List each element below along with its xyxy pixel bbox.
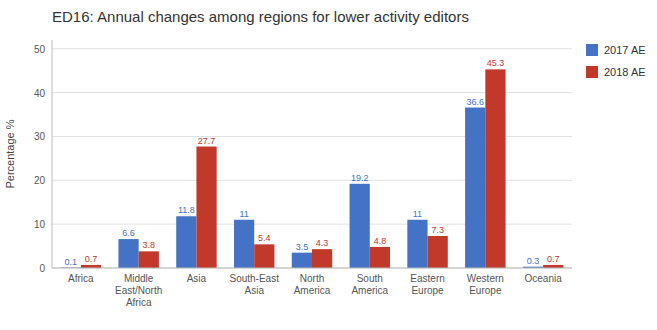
- x-tick-label-line: South-East: [229, 273, 279, 284]
- bar: [234, 220, 254, 268]
- data-label: 5.4: [258, 233, 271, 243]
- x-tick-label-line: Middle: [124, 273, 154, 284]
- data-label: 0.7: [85, 254, 98, 264]
- grid: [52, 49, 572, 268]
- x-tick-label: SouthAmerica: [351, 273, 388, 296]
- x-tick-label-line: North: [300, 273, 324, 284]
- bars: [61, 69, 564, 268]
- x-tick-label: South-EastAsia: [229, 273, 279, 296]
- data-label: 4.8: [374, 236, 387, 246]
- legend-swatch: [586, 66, 598, 78]
- data-label: 0.3: [527, 256, 540, 266]
- x-tick-label: MiddleEast/NorthAfrica: [115, 273, 162, 308]
- data-label: 0.1: [65, 257, 78, 267]
- bar: [350, 184, 370, 268]
- data-label: 45.3: [487, 58, 505, 68]
- data-labels: 0.1 6.6 11.8 11 3.5 19.2 11 36.6 0.3 0.7 3.8 27.7 5.…: [65, 58, 560, 266]
- x-tick-label: Asia: [187, 273, 207, 284]
- y-tick-label: 20: [34, 175, 46, 186]
- bar: [176, 216, 196, 268]
- legend-label: 2018 AE: [604, 66, 646, 78]
- x-tick-label-line: East/North: [115, 285, 162, 296]
- legend: 2017 AE 2018 AE: [586, 44, 646, 78]
- x-tick-label: Africa: [68, 273, 94, 284]
- chart-svg: ED16: Annual changes among regions for l…: [0, 0, 657, 330]
- bar: [312, 249, 332, 268]
- data-label: 19.2: [351, 173, 369, 183]
- x-tick-label-line: Africa: [126, 297, 152, 308]
- data-label: 6.6: [122, 228, 135, 238]
- bar: [428, 236, 448, 268]
- data-label: 3.5: [296, 242, 309, 252]
- x-tick-label: NorthAmerica: [294, 273, 331, 296]
- x-tick-label-line: Africa: [68, 273, 94, 284]
- x-tick-label-line: America: [351, 285, 388, 296]
- x-tick-label: EasternEurope: [410, 273, 444, 296]
- y-tick-label: 50: [34, 44, 46, 55]
- y-tick-label: 30: [34, 131, 46, 142]
- x-tick-label-line: Europe: [469, 285, 502, 296]
- y-tick-label: 40: [34, 88, 46, 99]
- data-label: 0.7: [547, 254, 560, 264]
- bar: [465, 108, 485, 268]
- x-tick-label-line: Asia: [244, 285, 264, 296]
- data-label: 7.3: [431, 225, 444, 235]
- grid-line: [52, 48, 572, 49]
- data-label: 36.6: [466, 97, 484, 107]
- data-label: 11: [413, 209, 422, 219]
- x-tick-label-line: Western: [467, 273, 504, 284]
- y-axis-label: Percentage %: [4, 119, 16, 188]
- bar: [139, 251, 159, 268]
- bar: [407, 220, 427, 268]
- data-label: 11.8: [178, 205, 195, 215]
- data-label: 27.7: [198, 136, 216, 146]
- bar: [254, 244, 274, 268]
- bar: [370, 247, 390, 268]
- bar: [292, 253, 312, 268]
- data-label: 4.3: [316, 238, 329, 248]
- x-axis-line: [52, 268, 572, 269]
- y-tick-label: 10: [34, 219, 46, 230]
- data-label: 3.8: [143, 240, 156, 250]
- x-tick-label-line: Oceania: [524, 273, 562, 284]
- bar: [118, 239, 138, 268]
- x-tick-label-line: Eastern: [410, 273, 444, 284]
- y-axis-line: [52, 40, 53, 268]
- x-tick-label: Oceania: [524, 273, 562, 284]
- bar: [485, 69, 505, 268]
- chart-container: ED16: Annual changes among regions for l…: [0, 0, 657, 330]
- y-tick-label: 0: [39, 263, 45, 274]
- x-tick-label-line: Asia: [187, 273, 207, 284]
- bar: [196, 147, 216, 268]
- background: [0, 0, 657, 330]
- title: ED16: Annual changes among regions for l…: [52, 8, 469, 25]
- legend-swatch: [586, 44, 598, 56]
- data-label: 11: [239, 209, 248, 219]
- legend-label: 2017 AE: [604, 44, 646, 56]
- x-tick-label-line: Europe: [411, 285, 444, 296]
- x-tick-label-line: America: [294, 285, 331, 296]
- x-tick-label: WesternEurope: [467, 273, 504, 296]
- x-tick-label-line: South: [357, 273, 383, 284]
- grid-line: [52, 268, 572, 269]
